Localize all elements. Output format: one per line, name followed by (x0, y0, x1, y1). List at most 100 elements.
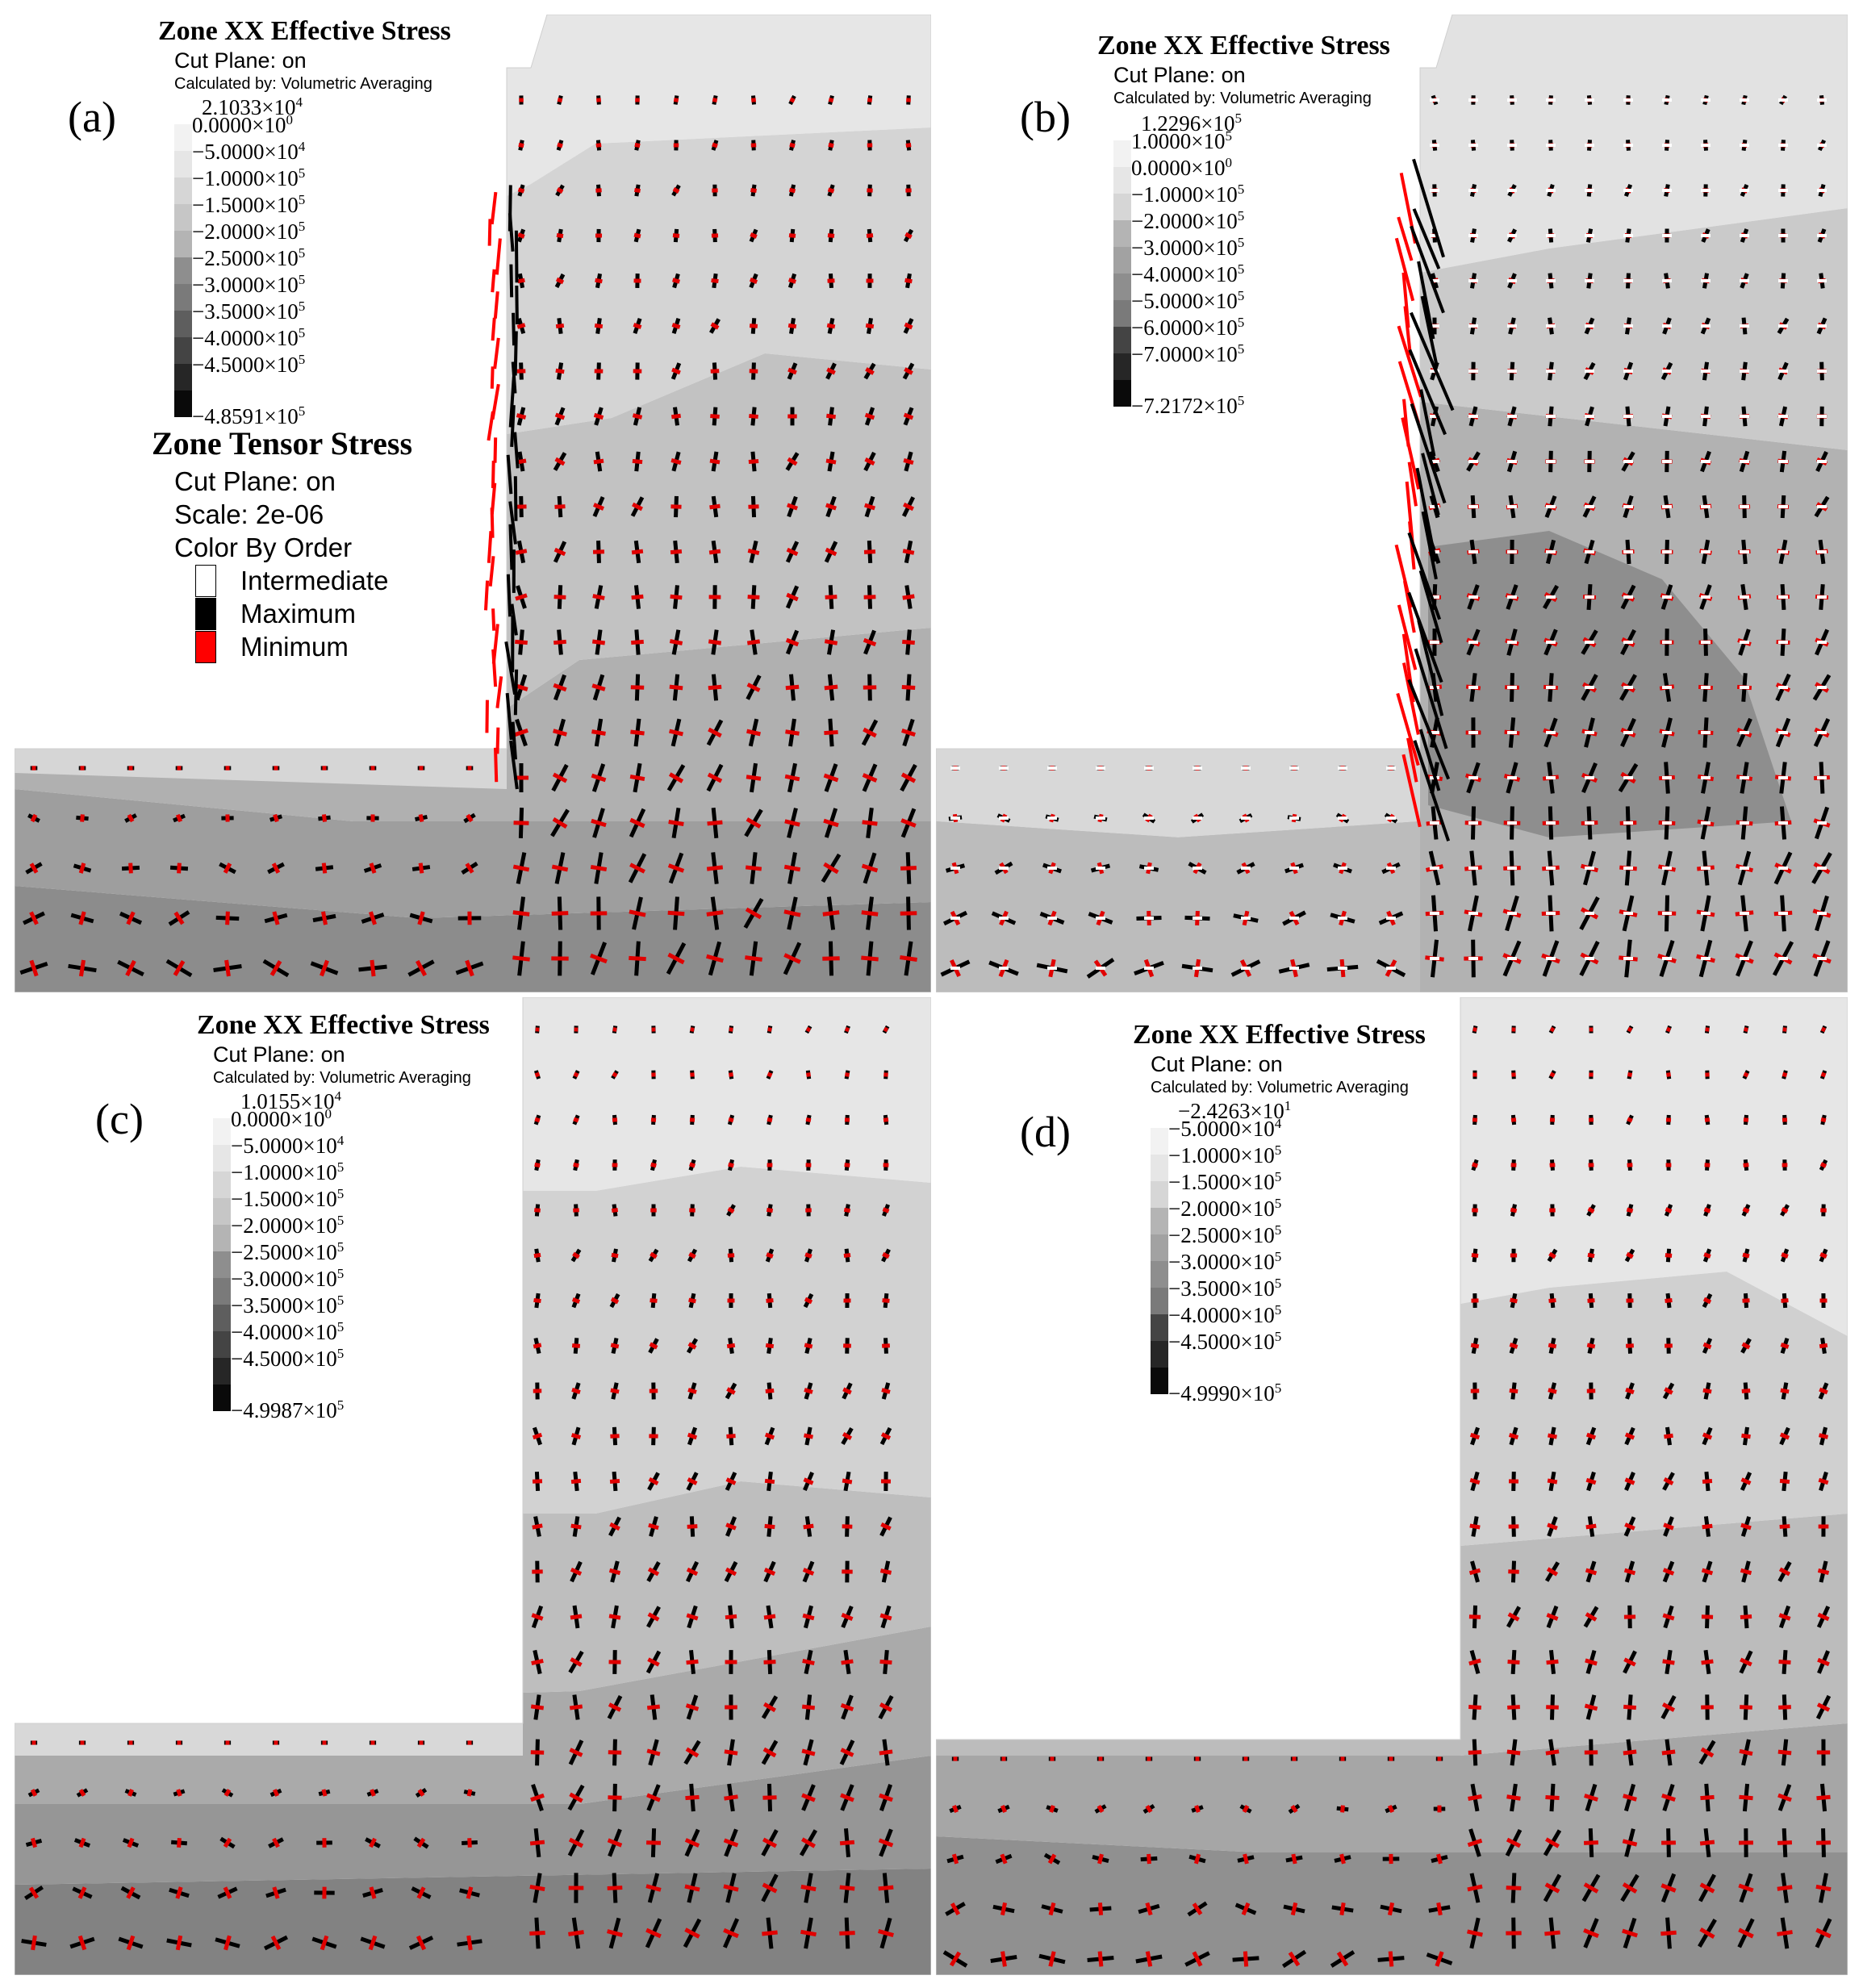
legend-value: −7.0000×105 (1131, 341, 1245, 366)
minimum-principal-stress (788, 278, 796, 284)
contour-bands (936, 997, 1848, 1975)
minimum-principal-stress (646, 1748, 661, 1756)
minimum-principal-stress (669, 729, 683, 737)
minimum-principal-stress (1545, 1749, 1560, 1756)
minimum-principal-stress (1467, 1838, 1483, 1848)
minimum-principal-stress (223, 1935, 232, 1951)
minimum-principal-stress (687, 1342, 697, 1350)
minimum-principal-stress (1544, 1930, 1560, 1936)
minimum-principal-stress (495, 727, 500, 754)
minimum-principal-stress (321, 911, 328, 925)
minimum-principal-stress (766, 1207, 774, 1213)
minimum-principal-stress (880, 1432, 892, 1440)
panel-label-c: (c) (95, 1095, 144, 1143)
minimum-principal-stress (1665, 1298, 1673, 1303)
minimum-principal-stress (725, 1477, 737, 1485)
minimum-principal-stress (669, 639, 683, 645)
legend-value: 0.0000×100 (192, 112, 293, 137)
minimum-principal-stress (532, 1523, 543, 1530)
minimum-principal-stress (568, 1930, 584, 1936)
minimum-principal-stress (1819, 1343, 1828, 1349)
minimum-principal-stress (1467, 1929, 1483, 1937)
minimum-principal-stress (515, 549, 528, 555)
legend-swatch (1151, 1341, 1168, 1368)
minimum-principal-stress (879, 1568, 892, 1575)
minimum-principal-stress (270, 1935, 282, 1951)
minimum-principal-stress (1702, 1342, 1712, 1350)
minimum-principal-stress (1660, 1883, 1677, 1893)
minimum-principal-stress (223, 862, 232, 874)
minimum-principal-stress (1291, 1853, 1297, 1865)
minimum-principal-stress (1780, 1388, 1790, 1394)
minimum-principal-stress (880, 1522, 892, 1531)
minimum-principal-stress (706, 910, 724, 917)
legend-min-value: −4.9987×105 (231, 1397, 345, 1422)
minimum-principal-stress (726, 1343, 736, 1349)
legend-swatch (1113, 140, 1131, 167)
minimum-principal-stress (609, 1522, 620, 1531)
minimum-principal-stress (805, 1117, 812, 1123)
minimum-principal-stress (671, 367, 681, 375)
minimum-principal-stress (1661, 1702, 1676, 1712)
tensor-color-by: Color By Order (174, 532, 353, 562)
minimum-principal-stress (127, 1789, 134, 1797)
legend-value: −4.5000×105 (231, 1346, 345, 1371)
minimum-principal-stress (591, 639, 606, 645)
minimum-principal-stress (1627, 1117, 1633, 1123)
minimum-principal-stress (745, 955, 762, 962)
model-outline (15, 997, 931, 1975)
minimum-principal-stress (1583, 1882, 1599, 1894)
minimum-principal-stress (612, 1071, 618, 1078)
legend-swatch (174, 390, 192, 417)
minimum-principal-stress (552, 772, 568, 783)
minimum-principal-stress (553, 547, 566, 557)
legend-swatch (174, 231, 192, 257)
minimum-principal-stress (173, 960, 186, 976)
minimum-principal-stress (905, 143, 912, 148)
minimum-principal-stress (686, 1659, 699, 1665)
minimum-principal-stress (671, 413, 681, 420)
minimum-principal-stress (1816, 1794, 1831, 1801)
minimum-principal-stress (708, 549, 721, 555)
minimum-principal-stress (727, 1253, 735, 1258)
maximum-principal-stress (513, 432, 520, 469)
minimum-principal-stress (1506, 1837, 1522, 1848)
minimum-principal-stress (173, 911, 185, 925)
legend-swatch (1151, 1181, 1168, 1208)
minimum-principal-stress (1777, 1885, 1793, 1891)
calculated-by-c: Calculated by: Volumetric Averaging (213, 1069, 471, 1087)
minimum-principal-stress (1469, 1432, 1481, 1440)
minimum-principal-stress (1665, 1207, 1673, 1213)
minimum-principal-stress (126, 1935, 136, 1951)
minimum-principal-stress (569, 1792, 583, 1803)
minimum-principal-stress (611, 1252, 619, 1259)
stress-field-d (936, 997, 1848, 1975)
minimum-principal-stress (684, 1838, 700, 1848)
minimum-principal-stress (175, 1935, 183, 1951)
legend-value: −3.0000×105 (192, 272, 306, 297)
minimum-principal-stress (649, 1342, 658, 1350)
legend-swatch (1113, 380, 1131, 407)
minimum-principal-stress (1548, 1251, 1556, 1259)
minimum-principal-stress (650, 1162, 657, 1168)
minimum-principal-stress (529, 1884, 545, 1892)
maximum-principal-stress (1410, 225, 1445, 314)
legend-value: −2.0000×105 (1168, 1196, 1282, 1221)
legend-value: −5.0000×104 (192, 139, 306, 164)
tensor-cut-plane: Cut Plane: on (174, 466, 336, 496)
minimum-principal-stress (466, 1935, 473, 1951)
minimum-principal-stress (1740, 1657, 1752, 1667)
minimum-principal-stress (272, 1886, 280, 1899)
minimum-principal-stress (1506, 1749, 1521, 1756)
minimum-principal-stress (1336, 1951, 1349, 1967)
minimum-principal-stress (1740, 1477, 1752, 1485)
minimum-principal-stress (687, 1388, 697, 1394)
minimum-principal-stress (824, 729, 838, 736)
minimum-principal-stress (707, 772, 723, 783)
minimum-principal-stress (272, 911, 280, 925)
legend-value: −5.0000×104 (231, 1133, 345, 1158)
legend-title-c: Zone XX Effective Stress (197, 1010, 490, 1040)
minimum-principal-stress (863, 549, 876, 554)
minimum-principal-stress (593, 458, 604, 465)
tensor-legend-title: Zone Tensor Stress (152, 425, 413, 461)
